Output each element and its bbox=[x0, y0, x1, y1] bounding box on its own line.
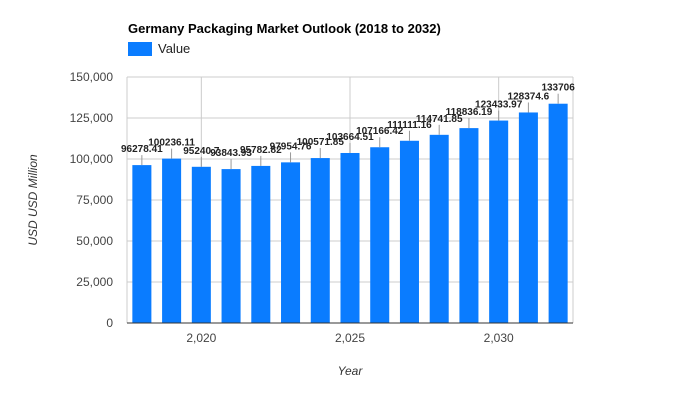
bar bbox=[132, 165, 152, 323]
bar bbox=[221, 169, 241, 323]
y-tick-label: 125,000 bbox=[70, 111, 114, 125]
data-labels: 96278.41100236.1195240.793843.9395782.82… bbox=[121, 83, 575, 170]
bar bbox=[162, 158, 182, 323]
y-tick-label: 150,000 bbox=[70, 70, 114, 84]
data-label: 100571.85 bbox=[297, 137, 345, 148]
bar bbox=[399, 140, 419, 323]
x-tick-label: 2,025 bbox=[335, 331, 365, 345]
bar bbox=[548, 103, 568, 323]
data-label: 100236.11 bbox=[148, 138, 195, 149]
data-label: 97954.76 bbox=[270, 141, 312, 152]
y-tick-label: 50,000 bbox=[76, 234, 113, 248]
x-tick-label: 2,020 bbox=[186, 331, 216, 345]
data-label: 95240.7 bbox=[183, 146, 220, 157]
x-axis-ticks: 2,020 2,025 2,030 bbox=[186, 331, 514, 345]
data-label: 118836.19 bbox=[446, 107, 493, 118]
bar bbox=[191, 166, 211, 323]
bar bbox=[518, 112, 538, 323]
y-axis-title: USD USD Million bbox=[26, 154, 40, 246]
chart-title: Germany Packaging Market Outlook (2018 t… bbox=[128, 21, 441, 36]
bar bbox=[429, 134, 449, 323]
data-label: 128374.6 bbox=[508, 91, 550, 102]
data-label: 93843.93 bbox=[210, 148, 252, 159]
x-tick-label: 2,030 bbox=[484, 331, 514, 345]
bar bbox=[310, 158, 330, 323]
bar bbox=[340, 152, 360, 323]
legend-label: Value bbox=[158, 41, 190, 56]
bar bbox=[281, 162, 301, 323]
legend-swatch bbox=[128, 42, 152, 56]
bar bbox=[489, 120, 509, 323]
bar bbox=[370, 147, 390, 323]
y-tick-label: 25,000 bbox=[76, 275, 113, 289]
bar bbox=[251, 165, 271, 323]
y-tick-label: 0 bbox=[106, 316, 113, 330]
data-label: 123433.97 bbox=[475, 100, 523, 111]
legend: Value bbox=[128, 41, 190, 56]
data-label: 111111.16 bbox=[387, 120, 432, 131]
data-label: 95782.82 bbox=[240, 145, 282, 156]
x-axis-title: Year bbox=[338, 364, 364, 378]
data-label: 114741.85 bbox=[416, 114, 463, 125]
y-tick-label: 75,000 bbox=[76, 193, 113, 207]
y-axis-ticks: 0 25,000 50,000 75,000 100,000 125,000 150,000 bbox=[70, 70, 114, 330]
data-label: 133706 bbox=[541, 83, 575, 94]
data-label: 103664.51 bbox=[326, 132, 374, 143]
data-label: 96278.41 bbox=[121, 144, 163, 155]
bar-series bbox=[132, 103, 568, 323]
data-label: 107166.42 bbox=[356, 126, 404, 137]
y-tick-label: 100,000 bbox=[70, 152, 114, 166]
bar bbox=[459, 128, 479, 323]
